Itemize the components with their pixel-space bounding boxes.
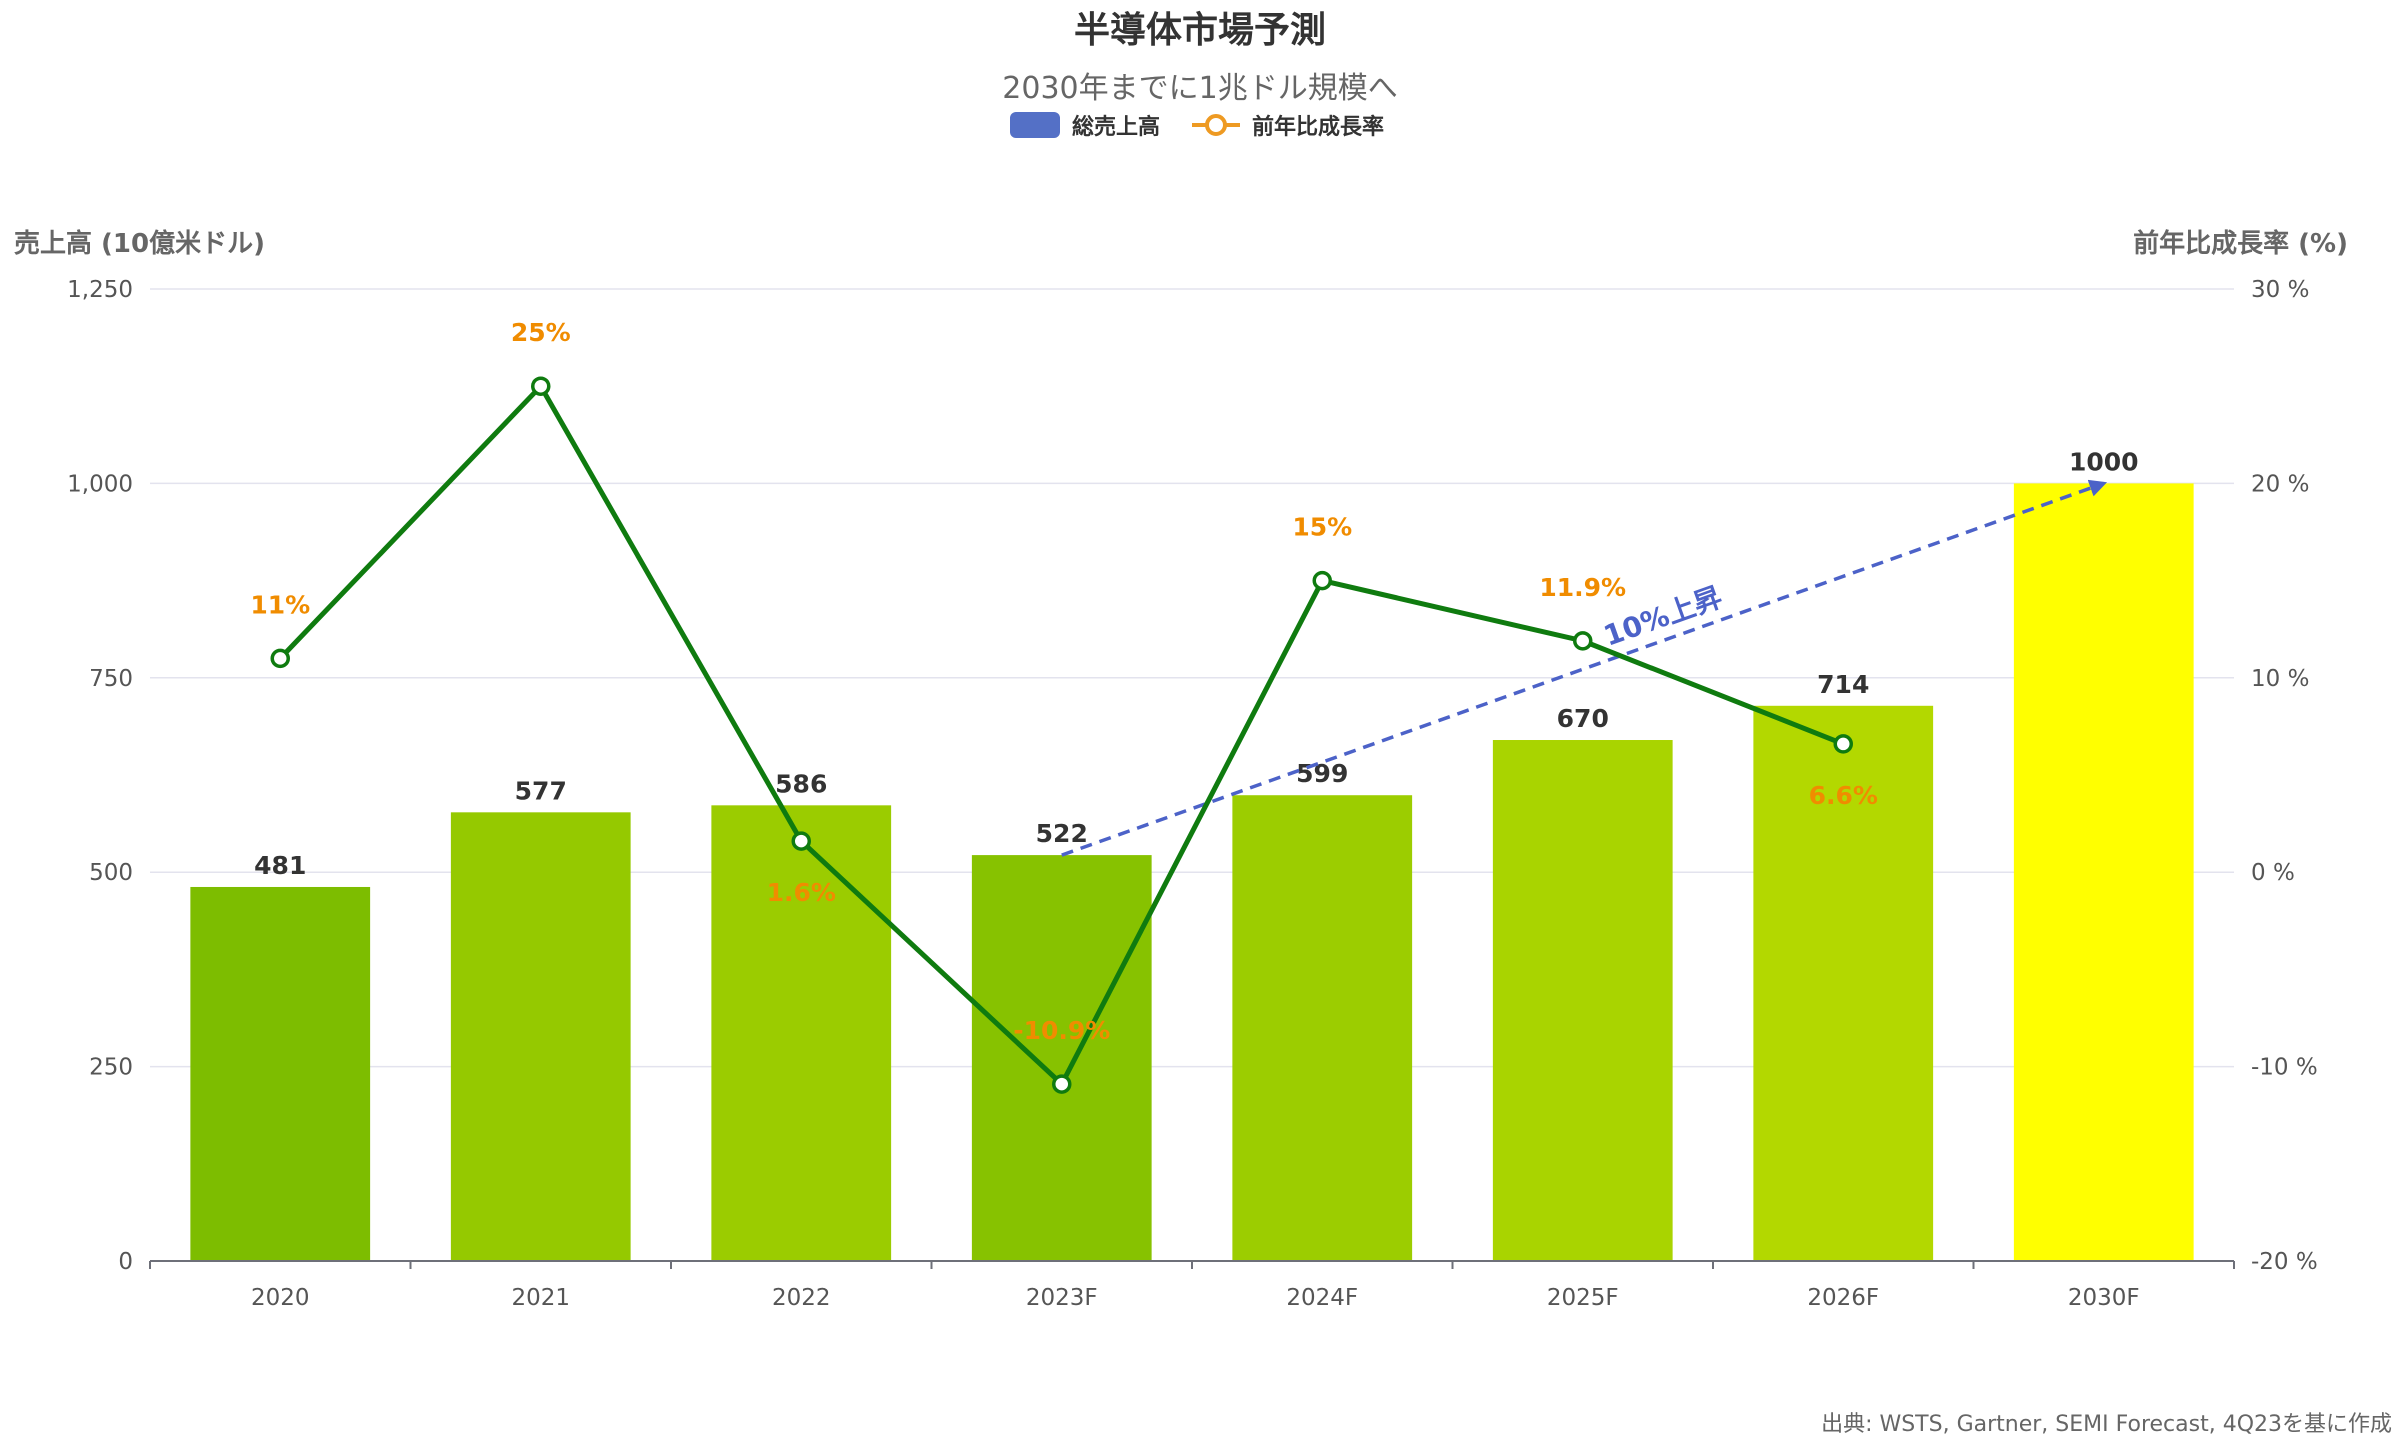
growth-rate-line bbox=[270, 376, 1853, 1094]
revenue-bar-label: 586 bbox=[775, 769, 827, 798]
trend-arrow bbox=[1061, 479, 2108, 857]
growth-rate-label: 11% bbox=[250, 590, 310, 619]
revenue-bar[interactable] bbox=[1492, 740, 1673, 1261]
revenue-bars bbox=[190, 483, 2194, 1261]
left-axis-title: 売上高 (10億米ドル) bbox=[14, 228, 265, 259]
source-note: 出典: WSTS, Gartner, SEMI Forecast, 4Q23を基… bbox=[1821, 1412, 2392, 1437]
revenue-bar[interactable] bbox=[1232, 795, 1413, 1261]
revenue-bar[interactable] bbox=[711, 805, 892, 1261]
x-axis-tick-label: 2022 bbox=[772, 1285, 831, 1311]
growth-rate-point[interactable] bbox=[1312, 570, 1332, 591]
legend-item-growth[interactable]: 前年比成長率 bbox=[1192, 114, 1384, 140]
growth-rate-point[interactable] bbox=[791, 831, 811, 851]
legend[interactable]: 総売上高 前年比成長率 bbox=[1010, 112, 1384, 140]
left-axis-tick-label: 0 bbox=[118, 1249, 133, 1275]
left-axis-tick-label: 1,250 bbox=[67, 277, 133, 303]
legend-item-revenue[interactable]: 総売上高 bbox=[1010, 112, 1160, 140]
revenue-bar-label: 599 bbox=[1296, 759, 1348, 788]
growth-rate-point[interactable] bbox=[531, 376, 551, 396]
growth-rate-point[interactable] bbox=[1833, 734, 1853, 754]
x-axis-tick-label: 2020 bbox=[251, 1285, 310, 1311]
growth-rate-point[interactable] bbox=[1052, 1074, 1072, 1094]
growth-rate-label: 6.6% bbox=[1809, 781, 1878, 810]
growth-rate-label: 15% bbox=[1292, 513, 1352, 542]
revenue-bar[interactable] bbox=[971, 855, 1152, 1261]
growth-rate-point[interactable] bbox=[1573, 631, 1593, 651]
right-axis-tick-label: 20 % bbox=[2251, 471, 2309, 497]
revenue-bar[interactable] bbox=[2013, 483, 2194, 1261]
revenue-bar-label: 714 bbox=[1817, 670, 1869, 699]
x-axis-tick-label: 2021 bbox=[511, 1285, 570, 1311]
revenue-bar-label: 1000 bbox=[2069, 447, 2139, 476]
growth-rate-label: 1.6% bbox=[767, 878, 836, 907]
x-axis-tick-label: 2026F bbox=[1807, 1285, 1879, 1311]
revenue-bar-label: 522 bbox=[1036, 819, 1088, 848]
left-axis-tick-label: 500 bbox=[89, 860, 133, 886]
right-axis-tick-label: 0 % bbox=[2251, 860, 2295, 886]
chart-title: 半導体市場予測 bbox=[1074, 10, 1326, 51]
growth-rate-label: 25% bbox=[511, 318, 571, 347]
left-axis-tick-label: 1,000 bbox=[67, 471, 133, 497]
legend-bar-swatch bbox=[1010, 112, 1060, 138]
revenue-bar-label: 481 bbox=[254, 851, 306, 880]
left-axis: 0 250 500 750 1,000 1,250 bbox=[67, 277, 133, 1275]
right-axis: -20 % -10 % 0 % 10 % 20 % 30 % bbox=[2251, 277, 2318, 1275]
right-axis-tick-label: 30 % bbox=[2251, 277, 2309, 303]
left-axis-tick-label: 250 bbox=[89, 1055, 133, 1081]
chart-subtitle: 2030年までに1兆ドル規模へ bbox=[1002, 71, 1397, 106]
right-axis-tick-label: 10 % bbox=[2251, 666, 2309, 692]
right-axis-tick-label: -20 % bbox=[2251, 1249, 2318, 1275]
right-axis-title: 前年比成長率 (%) bbox=[2133, 228, 2348, 259]
growth-rate-point[interactable] bbox=[270, 648, 290, 669]
revenue-bar[interactable] bbox=[450, 812, 631, 1261]
growth-rate-label: 11.9% bbox=[1539, 573, 1626, 602]
revenue-bar-label: 670 bbox=[1557, 704, 1609, 733]
revenue-bar[interactable] bbox=[1753, 705, 1934, 1261]
growth-rate-label: -10.9% bbox=[1013, 1016, 1110, 1045]
legend-label-growth: 前年比成長率 bbox=[1252, 114, 1384, 140]
right-axis-tick-label: -10 % bbox=[2251, 1055, 2318, 1081]
x-axis: 2020 2021 2022 2023F 2024F 2025F 2026F 2030F bbox=[149, 1260, 2235, 1311]
revenue-bar-label: 577 bbox=[515, 776, 567, 805]
x-axis-tick-label: 2030F bbox=[2068, 1285, 2140, 1311]
x-axis-tick-label: 2025F bbox=[1547, 1285, 1619, 1311]
revenue-bar[interactable] bbox=[190, 886, 371, 1261]
x-axis-tick-label: 2024F bbox=[1286, 1285, 1358, 1311]
growth-rate-labels: 11% 25% 1.6% -10.9% 15% 11.9% 6.6% bbox=[250, 318, 1878, 1045]
legend-line-marker bbox=[1205, 114, 1227, 136]
x-axis-tick-label: 2023F bbox=[1026, 1285, 1098, 1311]
revenue-bar-labels: 481 577 586 522 599 670 714 1000 bbox=[254, 447, 2138, 880]
legend-label-revenue: 総売上高 bbox=[1072, 114, 1160, 140]
left-axis-tick-label: 750 bbox=[89, 666, 133, 692]
